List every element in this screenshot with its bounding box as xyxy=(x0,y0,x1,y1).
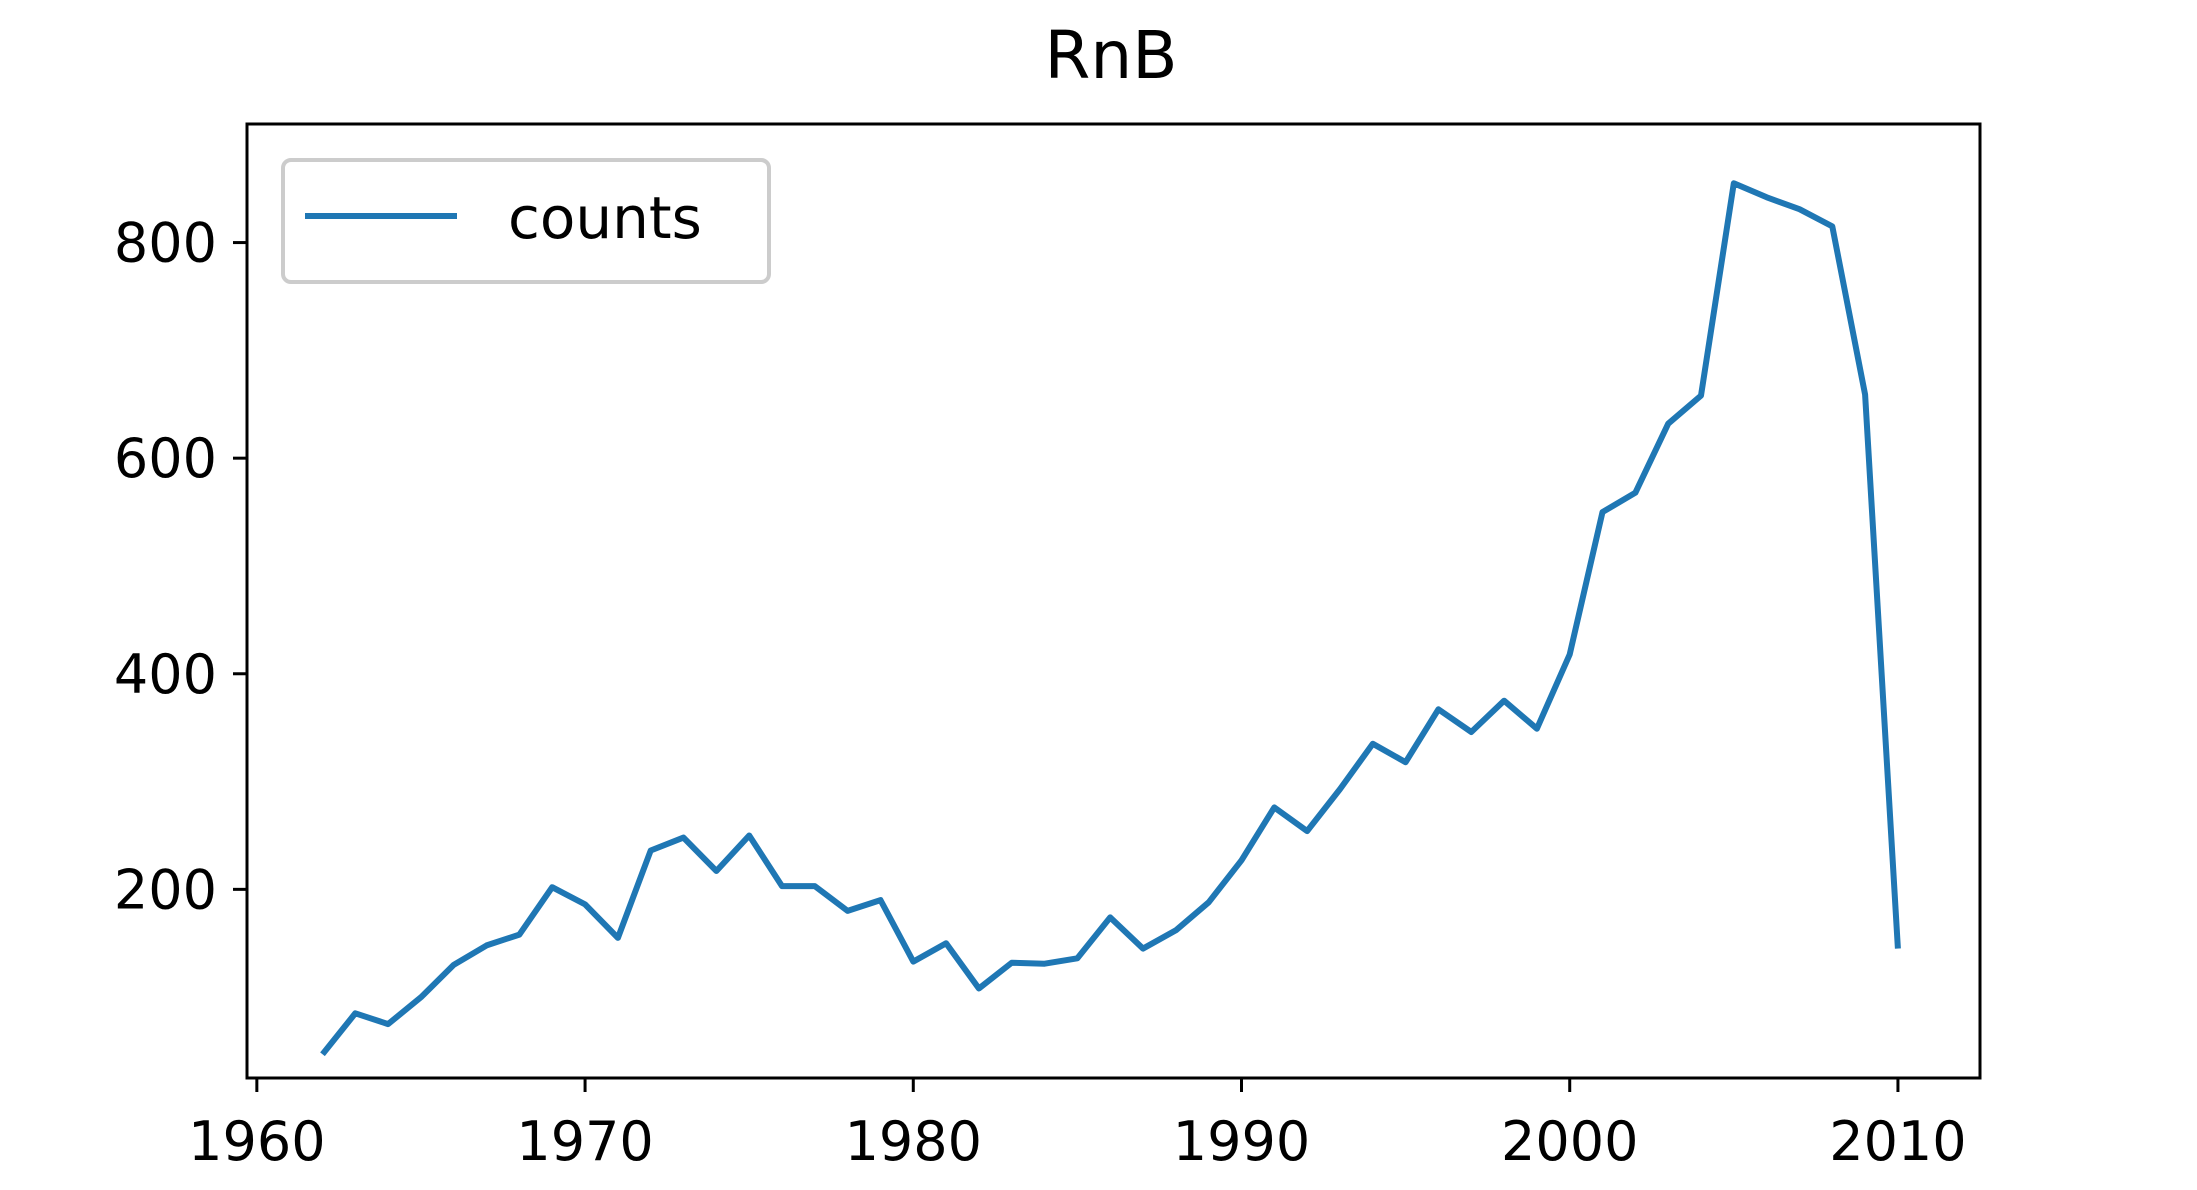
legend: counts xyxy=(281,158,771,284)
series-layer xyxy=(320,180,1901,1057)
series-line-counts xyxy=(320,180,1901,1057)
x-axis: 1960 1970 1980 1990 2000 2010 xyxy=(188,1078,1967,1173)
legend-box xyxy=(281,158,771,284)
y-tick-label-800: 800 xyxy=(114,212,217,275)
x-tick-label-1960: 1960 xyxy=(188,1110,325,1173)
chart-title: RnB xyxy=(1045,17,1178,94)
legend-label-counts: counts xyxy=(508,184,702,252)
x-tick-label-2000: 2000 xyxy=(1501,1110,1638,1173)
x-tick-label-1980: 1980 xyxy=(845,1110,982,1173)
x-tick-label-2010: 2010 xyxy=(1829,1110,1966,1173)
plot-frame xyxy=(245,122,1982,1080)
x-tick-label-1970: 1970 xyxy=(516,1110,653,1173)
y-axis: 200 400 600 800 xyxy=(114,212,247,921)
y-tick-label-200: 200 xyxy=(114,858,217,921)
y-tick-label-600: 600 xyxy=(114,427,217,490)
x-tick-label-1990: 1990 xyxy=(1173,1110,1310,1173)
y-tick-label-400: 400 xyxy=(114,643,217,706)
